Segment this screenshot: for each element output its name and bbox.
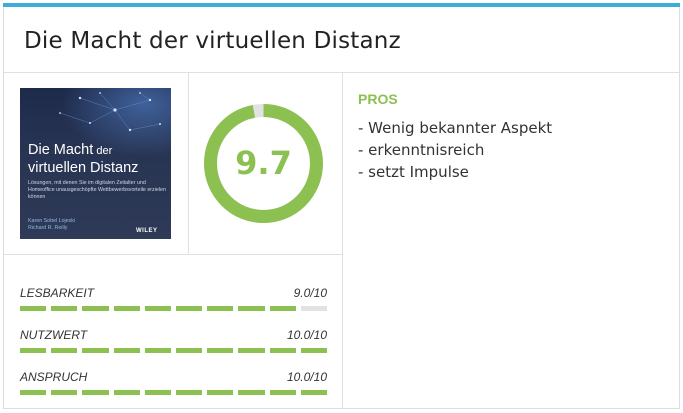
rating-segment-filled bbox=[144, 348, 172, 353]
pros-heading: PROS bbox=[358, 91, 398, 107]
accent-bar bbox=[3, 3, 680, 7]
book-title-line2: virtuellen Distanz bbox=[28, 160, 139, 176]
rating-value: 10.0/10 bbox=[286, 370, 327, 384]
book-subtitle: Lösungen, mit denen Sie im digitalen Zei… bbox=[28, 180, 166, 201]
divider bbox=[188, 73, 189, 254]
rating-bar bbox=[20, 390, 328, 395]
rating-segment-filled bbox=[51, 390, 78, 395]
rating-segment-filled bbox=[300, 390, 328, 395]
rating-label: Nutzwert bbox=[20, 328, 88, 342]
rating-value: 10.0/10 bbox=[286, 328, 327, 342]
rating-segment-filled bbox=[113, 390, 140, 395]
rating-segment-filled bbox=[113, 348, 140, 353]
divider bbox=[4, 254, 342, 255]
rating-segment-filled bbox=[20, 348, 47, 353]
publisher-logo: WILEY bbox=[136, 228, 158, 234]
rating-segment-filled bbox=[51, 306, 78, 311]
rating-segment-empty bbox=[300, 306, 328, 311]
review-box: Die Macht der virtuellen Distanz Die Mac… bbox=[3, 3, 680, 409]
rating-segment-filled bbox=[238, 390, 265, 395]
divider bbox=[4, 72, 679, 73]
rating-segment-filled bbox=[82, 306, 109, 311]
book-authors: Karen Sobel Lojeski Richard R. Reilly bbox=[28, 218, 76, 232]
rating-segment-filled bbox=[82, 390, 109, 395]
rating-segment-filled bbox=[144, 390, 172, 395]
rating-segment-filled bbox=[176, 348, 203, 353]
pros-item: - Wenig bekannter Aspekt bbox=[358, 119, 553, 137]
rating-segment-filled bbox=[144, 306, 172, 311]
rating-segment-filled bbox=[207, 306, 234, 311]
rating-segment-filled bbox=[207, 348, 234, 353]
rating-value: 9.0/10 bbox=[293, 286, 327, 300]
pros-item: - setzt Impulse bbox=[358, 163, 469, 181]
rating-segment-filled bbox=[207, 390, 234, 395]
rating-bar bbox=[20, 348, 328, 353]
score-value: 9.7 bbox=[235, 144, 292, 182]
rating-bar bbox=[20, 306, 328, 311]
pros-list: - Wenig bekannter Aspekt - erkenntnisrei… bbox=[358, 117, 552, 183]
rating-segment-filled bbox=[238, 306, 265, 311]
review-title: Die Macht der virtuellen Distanz bbox=[24, 28, 401, 54]
divider bbox=[342, 73, 343, 409]
score-arc bbox=[204, 104, 323, 223]
rating-label: Lesbarkeit bbox=[20, 286, 95, 300]
rating-label: Anspruch bbox=[20, 370, 88, 384]
rating-segment-filled bbox=[20, 390, 47, 395]
cover-glow bbox=[60, 88, 171, 158]
network-pattern-graphic bbox=[59, 92, 161, 132]
rating-segment-filled bbox=[113, 306, 140, 311]
rating-segment-filled bbox=[51, 348, 78, 353]
rating-segment-filled bbox=[269, 390, 296, 395]
rating-segment-filled bbox=[82, 348, 109, 353]
pros-item: - erkenntnisreich bbox=[358, 141, 485, 159]
rating-segment-filled bbox=[300, 348, 328, 353]
rating-segment-filled bbox=[20, 306, 47, 311]
rating-segment-filled bbox=[238, 348, 265, 353]
rating-segment-filled bbox=[269, 348, 296, 353]
book-cover-image: Die Macht der virtuellen Distanz Lösunge… bbox=[20, 88, 171, 239]
book-title-line1: Die Macht der bbox=[28, 142, 113, 158]
rating-segment-filled bbox=[176, 390, 203, 395]
score-donut: 9.7 bbox=[203, 103, 324, 224]
rating-segment-filled bbox=[176, 306, 203, 311]
rating-segment-filled bbox=[269, 306, 296, 311]
